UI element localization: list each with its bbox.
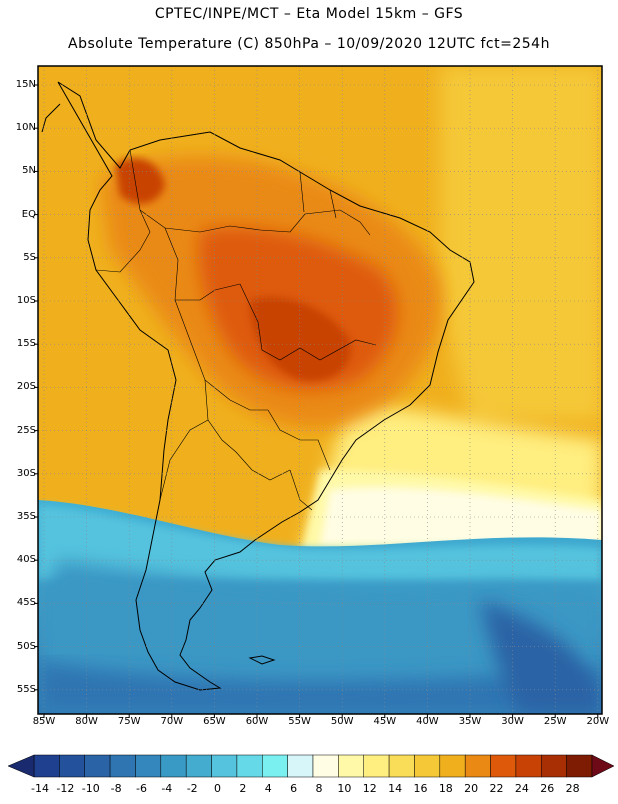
lat-label: 15N [15, 79, 36, 90]
colorbar-label: 20 [464, 782, 479, 795]
colorbar-swatch [211, 754, 238, 778]
lon-label: 35W [458, 716, 482, 727]
colorbar-swatch [490, 754, 517, 778]
colorbar-label: -14 [31, 782, 49, 795]
colorbar-label: -12 [56, 782, 75, 795]
colorbar-swatch [388, 754, 415, 778]
colorbar-swatch [84, 754, 111, 778]
lon-label: 60W [245, 716, 269, 727]
colorbar [7, 754, 615, 778]
lon-label: 70W [160, 716, 184, 727]
colorbar-label: -10 [81, 782, 100, 795]
lon-label: 20W [586, 716, 610, 727]
temperature-field [38, 66, 602, 714]
chart-title-line1: CPTEC/INPE/MCT – Eta Model 15km – GFS [154, 6, 464, 22]
lat-label: 30S [16, 467, 36, 479]
lat-label: 35S [16, 511, 36, 522]
lat-label: 5N [22, 165, 36, 177]
colorbar-swatch [439, 754, 466, 778]
lon-label: 80W [75, 716, 98, 727]
colorbar-label: 4 [264, 782, 272, 795]
colorbar-label: 14 [388, 782, 403, 795]
colorbar-swatch [160, 754, 187, 778]
colorbar-swatch [338, 754, 364, 778]
colorbar-label: 2 [239, 782, 247, 795]
colorbar-label: -2 [186, 782, 198, 795]
colorbar-low-arrow [7, 754, 35, 778]
lat-label: 15S [16, 338, 36, 350]
colorbar-swatch [287, 754, 314, 778]
lon-label: 45W [373, 716, 397, 727]
colorbar-label: 8 [315, 782, 323, 795]
colorbar-label: 12 [362, 782, 377, 795]
lon-label: 25W [543, 716, 567, 727]
colorbar-label: 0 [214, 782, 222, 795]
lat-label: 10N [15, 122, 36, 134]
colorbar-swatch [109, 754, 136, 778]
country-borders [95, 149, 377, 511]
lat-label: 20S [16, 381, 36, 393]
colorbar-label: 24 [514, 782, 529, 795]
colorbar-swatch [59, 754, 85, 778]
lon-label: 50W [330, 716, 354, 727]
lat-label: 45S [16, 597, 36, 609]
colorbar-swatch [185, 754, 212, 778]
colorbar-swatch [135, 754, 162, 778]
colorbar-swatch [262, 754, 288, 778]
colorbar-swatch [363, 754, 390, 778]
lon-label: 75W [117, 716, 141, 727]
axis-ticks [34, 84, 599, 718]
colorbar-label: 10 [337, 782, 352, 795]
colorbar-label: -4 [161, 782, 173, 795]
colorbar-label: 18 [438, 782, 453, 795]
lat-label: 5S [23, 251, 36, 263]
lon-label: 40W [416, 716, 439, 727]
lat-label: 25S [16, 424, 36, 436]
colorbar-high-arrow [591, 754, 615, 778]
lat-label: 50S [16, 640, 36, 652]
lat-label: 55S [16, 683, 36, 695]
lon-label: 85W [32, 716, 56, 727]
lon-label: 65W [203, 716, 226, 727]
colorbar-swatch [414, 754, 441, 778]
grid-lines [38, 66, 602, 714]
chart-title-line2: Absolute Temperature (C) 850hPa – 10/09/… [68, 36, 550, 52]
colorbar-swatch [312, 754, 339, 778]
map-frame [37, 65, 603, 715]
colorbar-swatch [33, 754, 60, 778]
colorbar-label: -8 [110, 782, 122, 795]
colorbar-label: 16 [413, 782, 428, 795]
colorbar-label: 6 [290, 782, 298, 795]
colorbar-swatch [236, 754, 263, 778]
colorbar-swatch [541, 754, 567, 778]
colorbar-swatch [566, 754, 593, 778]
lat-label: EQ [21, 208, 36, 220]
lon-label: 55W [288, 716, 311, 727]
lon-label: 30W [501, 716, 524, 727]
colorbar-label: 26 [540, 782, 555, 795]
colorbar-swatch [515, 754, 542, 778]
colorbar-label: -6 [135, 782, 147, 795]
colorbar-label: 28 [565, 782, 580, 795]
colorbar-swatch [464, 754, 491, 778]
lat-label: 40S [16, 554, 36, 566]
lat-label: 10S [16, 295, 36, 306]
colorbar-label: 22 [489, 782, 504, 795]
